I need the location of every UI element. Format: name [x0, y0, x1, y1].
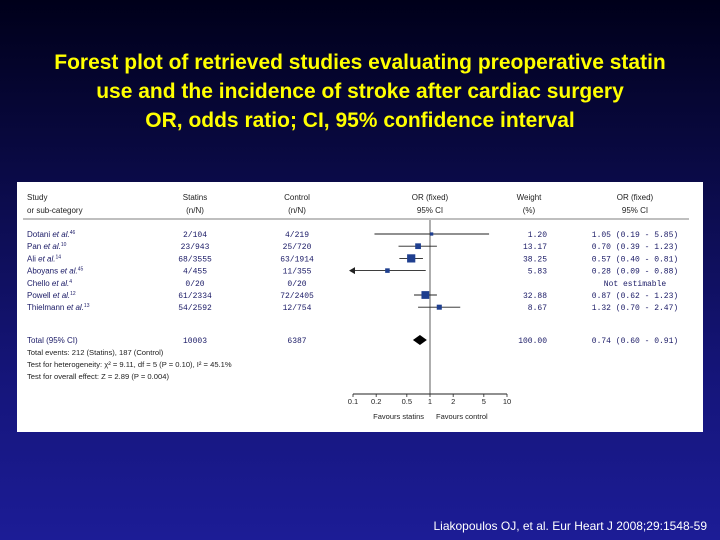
slide-title: Forest plot of retrieved studies evaluat… — [0, 48, 720, 135]
ci-clip-arrow — [349, 267, 355, 275]
study-statins: 4/455 — [183, 268, 207, 277]
header-weight: Weight — [517, 193, 543, 202]
footnote: Total events: 212 (Statins), 187 (Contro… — [27, 348, 164, 357]
forest-plot: Study or sub-category Statins (n/N) Control (… — [23, 193, 689, 421]
xlabel-favours-control: Favours control — [436, 412, 488, 421]
study-weight: 1.20 — [528, 231, 547, 240]
header-control-unit: (n/N) — [288, 206, 306, 215]
total-label: Total (95% CI) — [27, 336, 78, 345]
study-name: Thielmann et al.13 — [27, 303, 90, 312]
study-control: 25/720 — [283, 243, 312, 252]
header-study: Study — [27, 193, 47, 202]
x-tick-label: 2 — [451, 397, 455, 406]
study-name: Pan et al.10 — [27, 242, 67, 251]
study-or-ci: 1.32 (0.70 - 2.47) — [592, 304, 678, 313]
study-point — [421, 291, 430, 299]
study-point — [430, 232, 434, 236]
study-weight: 8.67 — [528, 304, 547, 313]
study-weight: 5.83 — [528, 268, 547, 277]
study-control: 12/754 — [283, 304, 312, 313]
x-tick-label: 5 — [482, 397, 486, 406]
study-or-ci: 1.05 (0.19 - 5.85) — [592, 231, 678, 240]
study-name: Chello et al.4 — [27, 279, 72, 288]
study-or-ci: 0.57 (0.40 - 0.81) — [592, 255, 678, 264]
title-line-1: Forest plot of retrieved studies evaluat… — [54, 51, 666, 74]
title-line-3: OR, odds ratio; CI, 95% confidence inter… — [145, 109, 575, 132]
x-tick-label: 0.2 — [371, 397, 381, 406]
study-control: 11/355 — [283, 268, 312, 277]
total-weight: 100.00 — [518, 337, 547, 346]
header-control: Control — [284, 193, 310, 202]
study-statins: 54/2592 — [178, 304, 212, 313]
total-statins: 10003 — [183, 337, 207, 346]
study-or-ci: 0.28 (0.09 - 0.88) — [592, 268, 678, 277]
header-statins: Statins — [183, 193, 207, 202]
forest-plot-panel: Study or sub-category Statins (n/N) Control (… — [17, 182, 703, 432]
study-point — [385, 268, 390, 273]
header-or-plot: OR (fixed) — [412, 193, 449, 202]
study-weight: 38.25 — [523, 255, 547, 264]
study-name: Powell et al.12 — [27, 291, 76, 300]
study-point — [415, 243, 421, 250]
study-point — [436, 304, 442, 310]
study-control: 4/219 — [285, 231, 309, 240]
study-or-ci: Not estimable — [604, 280, 667, 289]
source-citation: Liakopoulos OJ, et al. Eur Heart J 2008;… — [433, 519, 707, 533]
study-statins: 61/2334 — [178, 292, 212, 301]
footnote: Test for heterogeneity: χ² = 9.11, df = … — [27, 360, 232, 369]
study-control: 72/2405 — [280, 292, 314, 301]
study-weight: 13.17 — [523, 243, 547, 252]
x-tick-label: 1 — [428, 397, 432, 406]
title-line-2: use and the incidence of stroke after ca… — [96, 80, 624, 103]
header-or-plot-ci: 95% CI — [417, 206, 443, 215]
study-or-ci: 0.87 (0.62 - 1.23) — [592, 292, 678, 301]
study-name: Aboyans et al.45 — [27, 267, 83, 276]
total-control: 6387 — [287, 337, 306, 346]
footnote: Test for overall effect: Z = 2.89 (P = 0… — [27, 372, 169, 381]
header-or-text: OR (fixed) — [617, 193, 654, 202]
total-or-ci: 0.74 (0.60 - 0.91) — [592, 337, 678, 346]
study-statins: 2/104 — [183, 231, 207, 240]
header-subcategory: or sub-category — [27, 206, 83, 215]
study-weight: 32.88 — [523, 292, 547, 301]
xlabel-favours-statins: Favours statins — [373, 412, 424, 421]
header-or-text-ci: 95% CI — [622, 206, 648, 215]
study-control: 63/1914 — [280, 255, 314, 264]
x-tick-label: 0.5 — [402, 397, 412, 406]
x-tick-label: 10 — [503, 397, 511, 406]
total-diamond — [412, 335, 427, 345]
study-name: Ali et al.14 — [27, 254, 61, 263]
study-control: 0/20 — [287, 280, 306, 289]
study-name: Dotani et al.46 — [27, 230, 75, 239]
study-statins: 68/3555 — [178, 255, 212, 264]
study-point — [407, 254, 416, 263]
study-statins: 23/943 — [181, 243, 210, 252]
header-statins-unit: (n/N) — [186, 206, 204, 215]
header-weight-unit: (%) — [523, 206, 536, 215]
x-tick-label: 0.1 — [348, 397, 358, 406]
study-statins: 0/20 — [185, 280, 204, 289]
study-or-ci: 0.70 (0.39 - 1.23) — [592, 243, 678, 252]
